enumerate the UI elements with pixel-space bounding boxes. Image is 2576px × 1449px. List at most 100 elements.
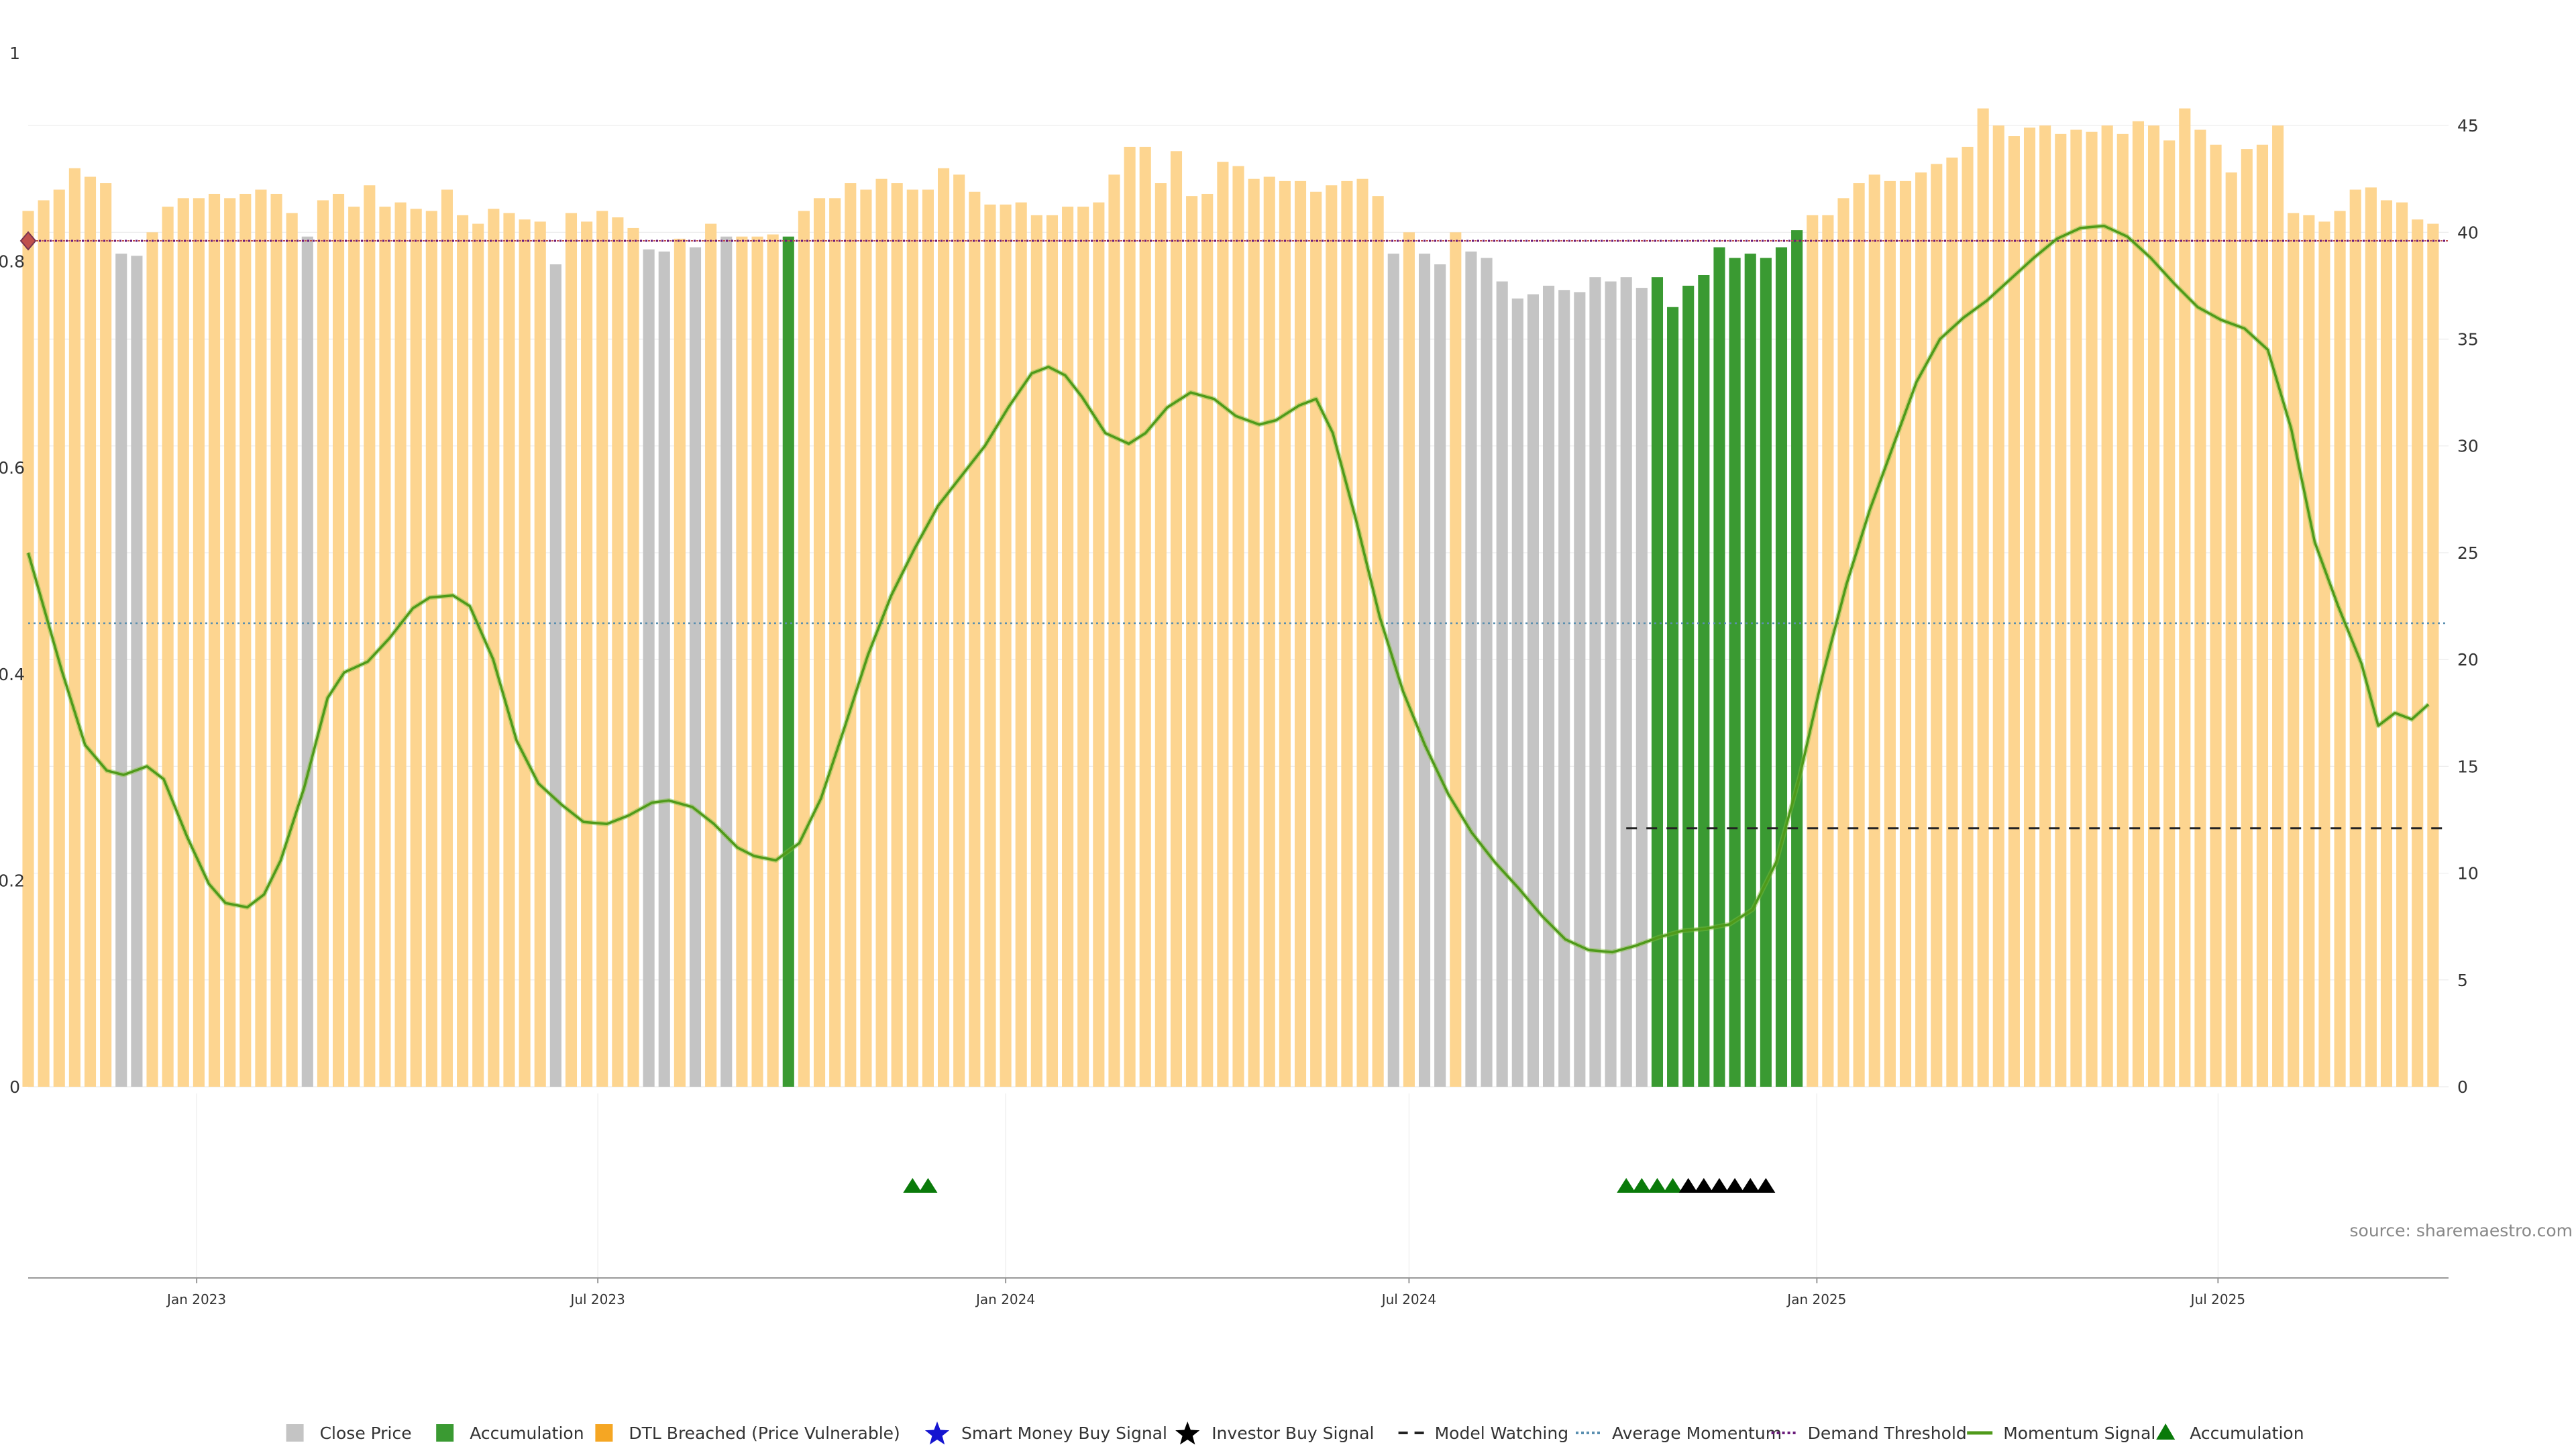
investor-buy-marker <box>1741 1178 1760 1193</box>
x-tick-label: Jul 2025 <box>2190 1291 2245 1307</box>
accumulation-bar <box>1760 258 1772 1087</box>
legend-item: Close Price <box>286 1424 412 1443</box>
accumulation-bar <box>1775 247 1788 1087</box>
investor-buy-marker <box>1756 1178 1776 1193</box>
close-price-bar <box>1496 281 1508 1087</box>
close-price-bar <box>1434 264 1446 1087</box>
legend-item: Momentum Signal <box>1967 1424 2155 1443</box>
dtl-breached-bar <box>1000 204 1012 1087</box>
dtl-breached-bar <box>2070 129 2082 1087</box>
accumulation-bar <box>1744 254 1756 1087</box>
dtl-breached-bar <box>2023 127 2036 1087</box>
close-price-bar <box>131 256 143 1087</box>
dtl-breached-bar <box>1992 125 2004 1087</box>
right-tick-label: 25 <box>2457 543 2479 563</box>
dtl-breached-bar <box>2288 213 2300 1087</box>
dtl-breached-bar <box>2116 133 2129 1087</box>
right-tick-label: 40 <box>2457 223 2479 242</box>
dtl-breached-bar <box>1030 215 1042 1087</box>
close-price-bar <box>1387 254 1399 1087</box>
dtl-breached-bar <box>1962 146 1974 1087</box>
dtl-breached-bar <box>394 202 407 1087</box>
dtl-breached-bar <box>938 168 950 1087</box>
dtl-breached-bar <box>2334 211 2346 1087</box>
dtl-breached-bar <box>2008 136 2020 1087</box>
dtl-breached-bar <box>674 238 686 1087</box>
dtl-breached-bar <box>565 213 578 1087</box>
dtl-breached-bar <box>2318 221 2330 1087</box>
accumulation-marker <box>903 1178 922 1193</box>
close-price-bar <box>658 251 670 1087</box>
dtl-breached-bar <box>2194 129 2206 1087</box>
start-marker-diamond <box>19 231 37 251</box>
close-price-bar <box>301 236 313 1087</box>
dtl-breached-bar <box>2148 125 2160 1087</box>
dtl-breached-bar <box>534 221 546 1087</box>
dtl-breached-bar <box>2380 200 2393 1087</box>
dtl-breached-bar <box>627 227 639 1087</box>
close-price-bar <box>1418 254 1431 1087</box>
dtl-breached-bar <box>1899 180 1912 1087</box>
accumulation-marker <box>1648 1178 1667 1193</box>
dtl-breached-bar <box>1884 180 1896 1087</box>
left-tick-label: 0.4 <box>0 665 25 684</box>
momentum-signal-line <box>27 224 2430 954</box>
right-tick-label: 35 <box>2457 330 2479 350</box>
dtl-breached-bar <box>441 189 453 1087</box>
dtl-breached-bar <box>1294 180 1307 1087</box>
close-price-bar <box>1605 281 1617 1087</box>
dtl-breached-bar <box>146 232 158 1087</box>
close-price-bar <box>1481 258 1493 1087</box>
legend-label: Momentum Signal <box>2003 1424 2155 1443</box>
legend: Close Price Accumulation DTL Breached (Pri… <box>286 1421 2304 1445</box>
accumulation-marker <box>1617 1178 1636 1193</box>
legend-label: Model Watching <box>1435 1424 1569 1443</box>
right-tick-label: 0 <box>2457 1077 2468 1097</box>
legend-item: Model Watching <box>1398 1424 1569 1443</box>
legend-swatch <box>436 1424 454 1442</box>
legend-star-icon <box>924 1421 950 1445</box>
dtl-breached-bar <box>969 191 981 1087</box>
dtl-breached-bar <box>162 207 174 1087</box>
dtl-breached-bar <box>798 211 810 1087</box>
legend-label: Smart Money Buy Signal <box>961 1424 1167 1443</box>
dtl-breached-bar <box>2365 187 2377 1087</box>
dtl-breached-bar <box>2225 172 2237 1087</box>
dtl-breached-bar <box>1977 108 1989 1087</box>
close-price-bar <box>643 249 655 1087</box>
dtl-breached-bar <box>2427 223 2439 1087</box>
dtl-breached-bar <box>68 168 80 1087</box>
dtl-breached-bar <box>1326 185 1338 1087</box>
dtl-breached-bar <box>1403 232 1415 1087</box>
dtl-breached-bar <box>1217 162 1229 1087</box>
legend-item: Investor Buy Signal <box>1175 1421 1374 1445</box>
close-price-bar <box>1620 277 1632 1087</box>
dtl-breached-bar <box>2256 144 2269 1087</box>
dtl-breached-bar <box>1062 207 1074 1087</box>
right-tick-label: 10 <box>2457 864 2479 883</box>
dtl-breached-bar <box>612 217 624 1087</box>
x-tick-label: Jul 2023 <box>569 1291 625 1307</box>
dtl-breached-bar <box>84 176 97 1087</box>
dtl-breached-bar <box>922 189 934 1087</box>
legend-label: Demand Threshold <box>1808 1424 1967 1443</box>
dtl-breached-bar <box>317 200 329 1087</box>
dtl-breached-bar <box>519 219 531 1087</box>
legend-item: Average Momentum <box>1576 1424 1782 1443</box>
accumulation-bar <box>1682 285 1695 1087</box>
dtl-breached-bar <box>2179 108 2191 1087</box>
dtl-breached-bar <box>2349 189 2361 1087</box>
dtl-breached-bar <box>364 185 376 1087</box>
dtl-breached-bar <box>1356 178 1368 1087</box>
legend-swatch <box>286 1424 304 1442</box>
dtl-breached-bar <box>705 223 717 1087</box>
legend-item: Demand Threshold <box>1771 1424 1967 1443</box>
legend-item: Accumulation <box>436 1424 584 1443</box>
dtl-breached-bar <box>984 204 996 1087</box>
dtl-breached-bar <box>767 234 779 1087</box>
right-tick-label: 5 <box>2457 971 2468 990</box>
dtl-breached-bar <box>100 183 112 1087</box>
dtl-breached-bar <box>425 211 437 1087</box>
dtl-breached-bar <box>1915 172 1927 1087</box>
dtl-breached-bar <box>1450 232 1462 1087</box>
